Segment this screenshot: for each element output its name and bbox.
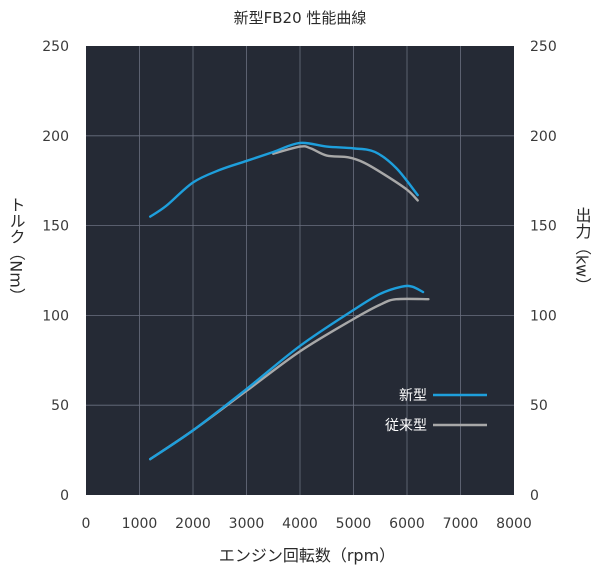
x-tick-label: 2000 (175, 516, 211, 532)
x-axis-title: エンジン回転数（rpm） (219, 546, 395, 565)
series-lines (149, 141, 430, 461)
legend-label: 従来型 (385, 418, 427, 434)
y-tick-label-left: 200 (42, 129, 69, 145)
series-1-torque-line (272, 145, 419, 202)
x-tick-label: 7000 (443, 516, 479, 532)
y-tick-label-left: 50 (51, 398, 69, 414)
y-tick-label-left: 250 (42, 39, 69, 55)
y-tick-label-right: 100 (530, 308, 557, 324)
y-tick-label-right: 50 (530, 398, 548, 414)
y-tick-label-left: 150 (42, 219, 69, 235)
x-tick-label: 6000 (389, 516, 425, 532)
y-axis-right-ticks: 0 50 100 150 200 250 (530, 39, 557, 504)
x-tick-label: 1000 (122, 516, 158, 532)
y-tick-label-left: 0 (60, 488, 69, 504)
x-tick-label: 8000 (496, 516, 532, 532)
y-tick-label-right: 0 (530, 488, 539, 504)
grid-lines (86, 46, 514, 495)
y-tick-label-right: 150 (530, 219, 557, 235)
series-0-torque-line (149, 141, 419, 218)
y-axis-left-title: トルク（Nm） (7, 196, 26, 304)
legend-label: 新型 (399, 388, 427, 404)
y-axis-left-ticks: 0 50 100 150 200 250 (42, 39, 69, 504)
chart-title: 新型FB20 性能曲線 (234, 9, 367, 27)
y-axis-right-title: 出力（kw） (573, 207, 592, 293)
series-0-power-line (149, 284, 425, 461)
y-tick-label-right: 200 (530, 129, 557, 145)
x-tick-label: 5000 (336, 516, 372, 532)
x-tick-label: 0 (82, 516, 91, 532)
x-tick-label: 4000 (282, 516, 318, 532)
x-axis-ticks: 0 1000 2000 3000 4000 5000 6000 7000 8000 (82, 516, 532, 532)
y-tick-label-right: 250 (530, 39, 557, 55)
x-tick-label: 3000 (229, 516, 265, 532)
y-tick-label-left: 100 (42, 308, 69, 324)
